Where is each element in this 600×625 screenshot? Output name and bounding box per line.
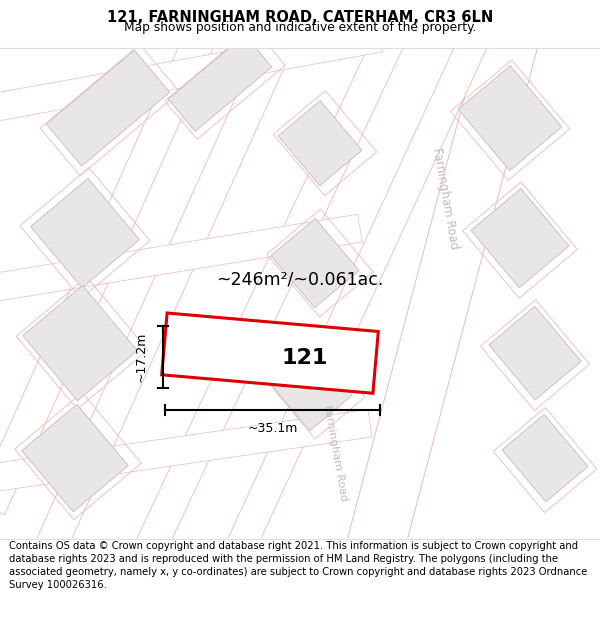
Polygon shape bbox=[23, 286, 137, 401]
Polygon shape bbox=[31, 178, 139, 288]
Polygon shape bbox=[162, 313, 378, 393]
Text: ~35.1m: ~35.1m bbox=[247, 422, 298, 434]
Polygon shape bbox=[271, 219, 359, 308]
Polygon shape bbox=[0, 24, 382, 122]
Polygon shape bbox=[46, 50, 170, 166]
Text: 121, FARNINGHAM ROAD, CATERHAM, CR3 6LN: 121, FARNINGHAM ROAD, CATERHAM, CR3 6LN bbox=[107, 11, 493, 26]
Text: 121: 121 bbox=[282, 348, 328, 368]
Polygon shape bbox=[489, 306, 581, 400]
Polygon shape bbox=[22, 404, 128, 512]
Text: Map shows position and indicative extent of the property.: Map shows position and indicative extent… bbox=[124, 21, 476, 34]
Polygon shape bbox=[168, 35, 272, 131]
Polygon shape bbox=[471, 189, 569, 288]
Text: ~17.2m: ~17.2m bbox=[134, 332, 148, 382]
Polygon shape bbox=[0, 214, 362, 302]
Polygon shape bbox=[136, 31, 404, 555]
Polygon shape bbox=[278, 101, 362, 186]
Text: Contains OS data © Crown copyright and database right 2021. This information is : Contains OS data © Crown copyright and d… bbox=[9, 541, 587, 590]
Polygon shape bbox=[226, 32, 488, 554]
Text: Farningham Road: Farningham Road bbox=[430, 146, 460, 250]
Polygon shape bbox=[268, 346, 352, 431]
Text: ~246m²/~0.061ac.: ~246m²/~0.061ac. bbox=[217, 270, 383, 288]
Polygon shape bbox=[0, 32, 215, 514]
Text: Farningham Road: Farningham Road bbox=[322, 404, 349, 502]
Polygon shape bbox=[35, 31, 295, 555]
Polygon shape bbox=[458, 66, 562, 171]
Polygon shape bbox=[502, 414, 588, 502]
Polygon shape bbox=[0, 409, 372, 492]
Polygon shape bbox=[347, 31, 538, 556]
